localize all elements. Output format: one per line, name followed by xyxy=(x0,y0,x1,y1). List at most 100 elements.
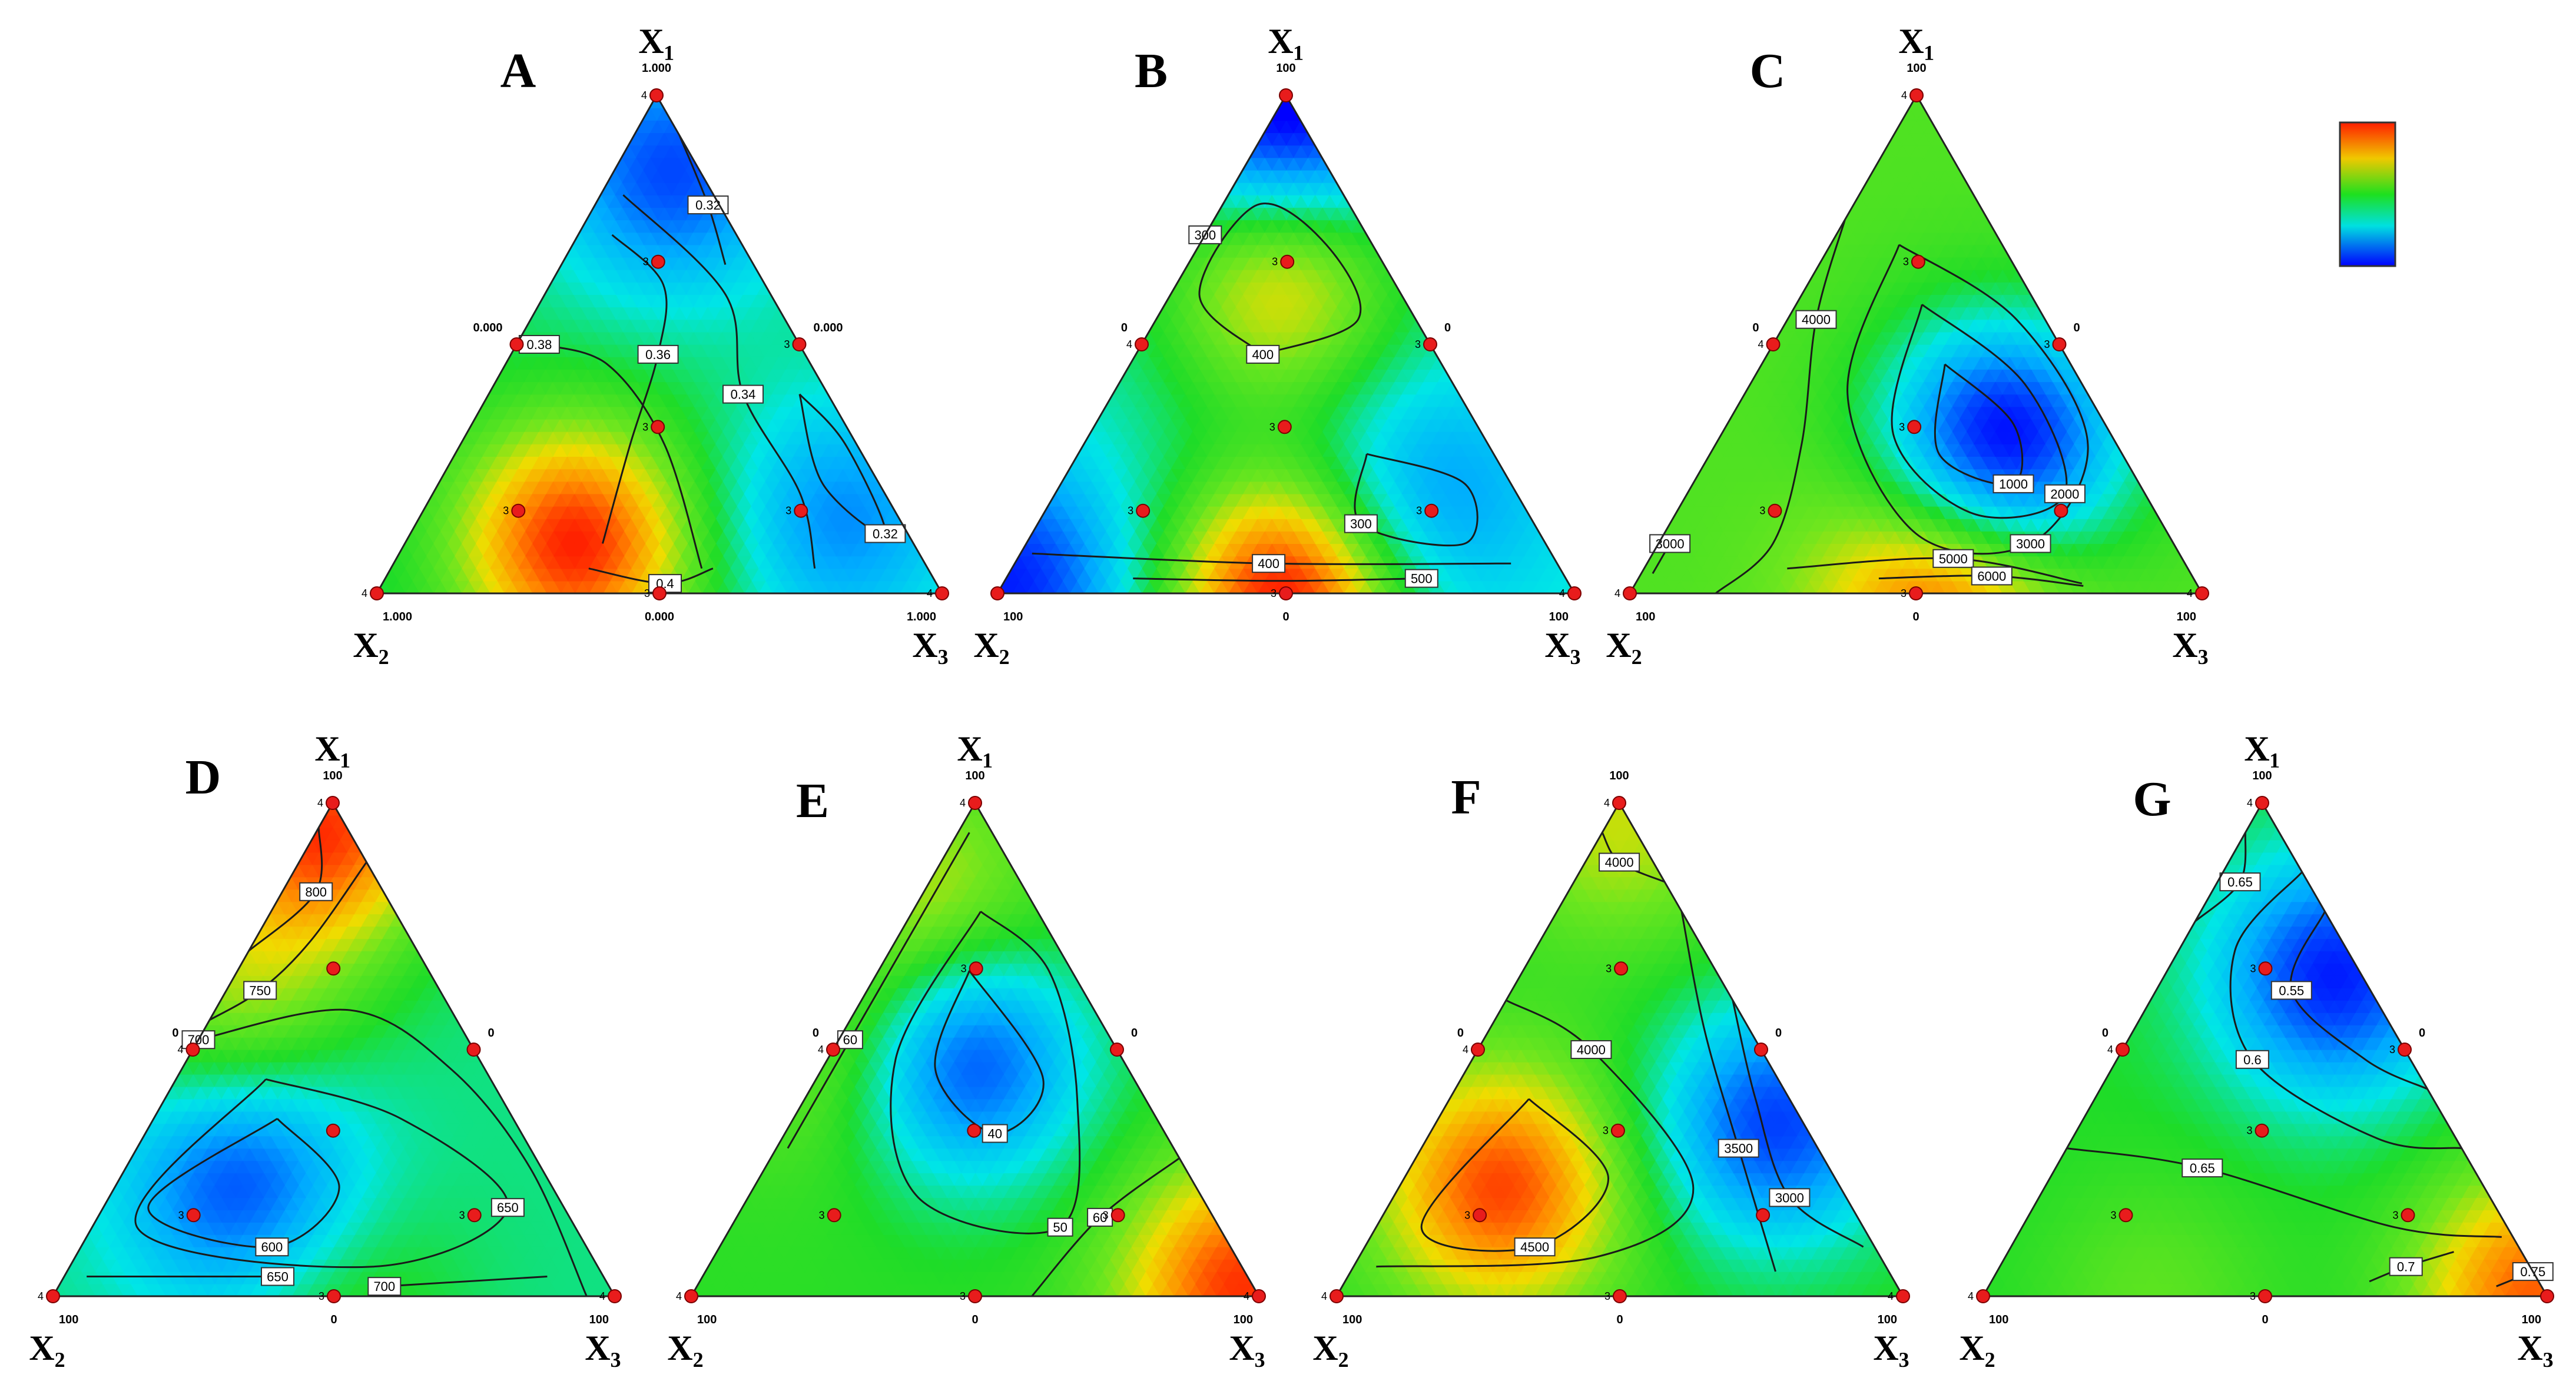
design-point xyxy=(1277,420,1292,434)
design-point-replicates: 4 xyxy=(927,587,933,599)
design-point-replicates: 3 xyxy=(1269,421,1275,433)
design-point xyxy=(1567,586,1582,600)
design-point xyxy=(1909,586,1923,600)
tick-left-mid: 0.000 xyxy=(473,321,502,334)
design-point xyxy=(1911,254,1925,269)
design-point xyxy=(2054,503,2068,518)
contour-label-box xyxy=(1252,554,1286,573)
design-point-replicates: 3 xyxy=(1901,587,1907,599)
contour-label: 0.38 xyxy=(526,337,552,352)
contour-label-box xyxy=(1344,514,1378,533)
design-point-replicates: 3 xyxy=(2044,338,2050,350)
contour-label-box xyxy=(518,335,560,354)
tick-bottom-mid: 0 xyxy=(1282,610,1289,623)
contour-label: 2000 xyxy=(2050,487,2079,502)
design-point xyxy=(652,586,667,600)
tick-bottom-left: 100 xyxy=(1003,610,1023,623)
design-point xyxy=(509,337,524,351)
design-point xyxy=(935,586,949,600)
design-point xyxy=(792,337,807,351)
design-point xyxy=(511,503,526,518)
design-point-replicates: 4 xyxy=(362,587,367,599)
tick-right-mid: 0 xyxy=(2074,321,2080,334)
design-point xyxy=(370,586,384,600)
design-point xyxy=(651,254,665,269)
vertex-label-top: X₁ xyxy=(638,22,674,61)
tick-right-mid: 0.000 xyxy=(814,321,843,334)
contour-label-box xyxy=(864,524,906,543)
tick-bottom-right: 100 xyxy=(2177,610,2196,623)
design-point-replicates: 3 xyxy=(1903,256,1909,268)
contour-label: 5000 xyxy=(1939,552,1968,566)
design-point-replicates: 4 xyxy=(1126,338,1132,350)
tick-bottom-right: 1.000 xyxy=(907,610,936,623)
design-point xyxy=(990,586,1004,600)
design-point-replicates: 3 xyxy=(1128,505,1133,517)
contour-label: 3000 xyxy=(2016,536,2045,551)
design-point-replicates: 3 xyxy=(1899,421,1905,433)
contour-label: 400 xyxy=(1252,347,1274,362)
contour-label-box xyxy=(1188,225,1222,244)
design-point-replicates: 3 xyxy=(642,421,648,433)
design-point xyxy=(1907,420,1922,434)
contour-line xyxy=(1198,202,1362,356)
tick-bottom-left: 100 xyxy=(1636,610,1655,623)
tick-bottom-mid: 0.000 xyxy=(645,610,674,623)
design-point-replicates: 3 xyxy=(1271,587,1277,599)
contour-labels: 0.320.360.340.380.320.4 xyxy=(518,195,906,593)
design-point xyxy=(1909,88,1924,102)
design-point-replicates: 3 xyxy=(1416,505,1422,517)
design-point xyxy=(1424,503,1439,518)
contour-label-box xyxy=(722,384,764,404)
tick-left-mid: 0 xyxy=(1121,321,1128,334)
tick-top: 100 xyxy=(1907,62,1926,75)
contour-label: 0.32 xyxy=(873,527,898,542)
contour-label: 0.34 xyxy=(731,387,756,402)
design-point xyxy=(1279,586,1293,600)
response-surface xyxy=(997,95,1574,593)
design-point xyxy=(649,88,664,102)
design-point xyxy=(2195,586,2209,600)
contour-line xyxy=(539,343,703,569)
design-point-replicates: 4 xyxy=(2187,587,2193,599)
tick-top: 1.000 xyxy=(642,62,671,75)
design-point xyxy=(1768,503,1782,518)
design-point xyxy=(1766,337,1781,351)
design-point xyxy=(1136,503,1151,518)
vertex-label-right: X₃ xyxy=(1544,626,1580,665)
design-point xyxy=(1280,254,1295,269)
design-point-replicates: 3 xyxy=(1272,256,1278,268)
panel-letter: C xyxy=(1750,44,1786,98)
tick-right-mid: 0 xyxy=(1444,321,1451,334)
contour-label-box xyxy=(1246,344,1280,364)
contour-label: 3000 xyxy=(1656,536,1685,551)
design-point xyxy=(1135,337,1149,351)
contour-line xyxy=(1354,453,1478,547)
design-point xyxy=(794,503,808,518)
contour-label: 300 xyxy=(1350,517,1372,532)
design-point-replicates: 4 xyxy=(641,89,647,101)
design-point-replicates: 3 xyxy=(644,587,650,599)
design-point-replicates: 4 xyxy=(1758,338,1763,350)
contour-label-box xyxy=(687,195,729,215)
contour-label: 4000 xyxy=(1802,313,1831,327)
contour-label: 0.36 xyxy=(645,347,671,362)
design-point-replicates: 3 xyxy=(643,256,649,268)
contour-line xyxy=(1133,577,1422,582)
vertex-label-top: X₁ xyxy=(1268,22,1304,61)
contour-label: 400 xyxy=(1258,556,1279,571)
tick-bottom-right: 100 xyxy=(1549,610,1569,623)
design-point-replicates: 4 xyxy=(1901,89,1907,101)
response-surface xyxy=(1630,95,2202,593)
design-point xyxy=(2052,337,2067,351)
contour-label: 6000 xyxy=(1977,569,2006,583)
contour-label-box xyxy=(1404,569,1438,588)
vertex-label-right: X₃ xyxy=(912,626,948,665)
design-point xyxy=(1279,88,1293,102)
design-point-replicates: 3 xyxy=(784,338,790,350)
